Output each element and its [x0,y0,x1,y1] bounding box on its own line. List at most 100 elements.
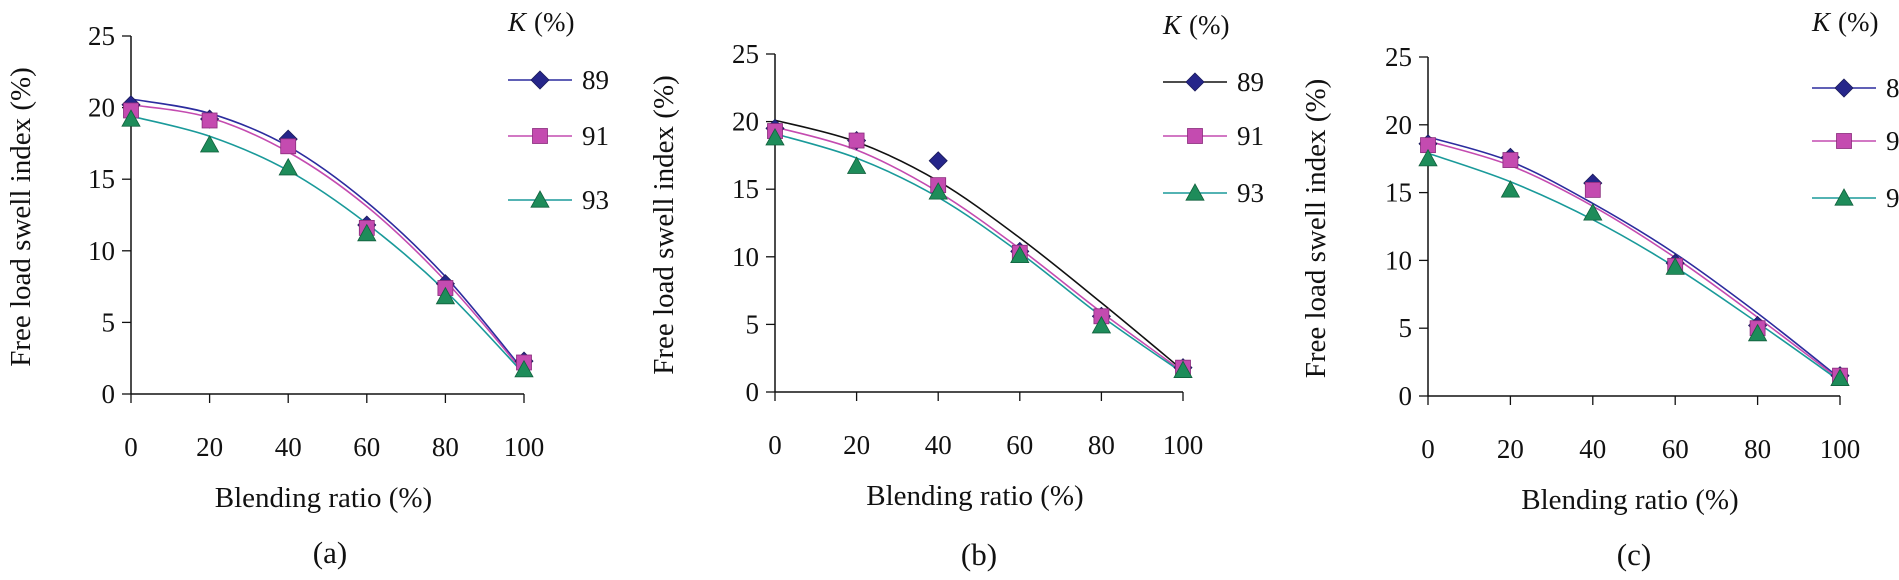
legend-label-89: 89 [582,65,609,95]
data-point-93 [121,109,141,127]
chart-panel-1: 0 5 10 15 20 25 0 20 40 60 80 100 Blending ratio (%)… [5,7,609,570]
legend-label-91: 91 [1237,121,1264,151]
y-tick-label: 15 [732,174,759,204]
y-tick-label: 15 [88,164,115,194]
x-tick-label: 80 [1088,430,1115,460]
x-tick-label: 100 [1820,434,1861,464]
y-axis-title: Free load swell index (%) [648,75,680,375]
data-point-93 [278,157,298,176]
legend-marker-93 [1185,183,1205,201]
legend-marker-93 [1834,188,1854,206]
legend-marker-91 [1187,128,1203,144]
legend: K(%) 89 91 93 [1811,7,1899,213]
legend-marker-91 [1836,133,1852,149]
legend-label-93: 93 [1886,183,1899,213]
fit-curve-93 [1427,152,1841,382]
legend-marker-93 [530,190,550,208]
data-point-91 [848,132,865,149]
y-tick-label: 10 [732,242,759,272]
data-point-93 [765,128,785,146]
y-tick-label: 25 [1385,42,1412,72]
x-axis-title: Blending ratio (%) [215,482,432,514]
data-point-93 [928,182,948,200]
data-point-89 [928,151,948,171]
x-tick-label: 80 [1744,434,1771,464]
legend-marker-89 [530,70,550,90]
legend-label-89: 89 [1886,73,1899,103]
y-tick-label: 20 [1385,110,1412,140]
x-tick-label: 40 [1579,434,1606,464]
x-tick-label: 0 [1421,434,1435,464]
y-axis-title: Free load swell index (%) [1300,79,1332,379]
x-tick-label: 100 [504,432,545,462]
x-tick-label: 20 [1497,434,1524,464]
legend-marker-91 [532,128,548,144]
y-tick-label: 15 [1385,178,1412,208]
data-point-93 [846,156,867,174]
chart-panel-2: 0 5 10 15 20 25 0 20 40 60 80 100 Blending ratio (%)… [648,10,1264,572]
x-tick-label: 0 [768,430,782,460]
panel-label: (c) [1617,537,1651,572]
legend-marker-89 [1185,72,1205,92]
y-tick-label: 10 [1385,245,1412,275]
y-tick-label: 20 [732,107,759,137]
data-point-93 [1500,180,1521,198]
y-tick-label: 20 [88,93,115,123]
data-point-91 [201,112,218,129]
data-point-93 [199,135,220,153]
y-tick-label: 0 [102,379,116,409]
y-axis-title: Free load swell index (%) [5,67,37,367]
panel-label: (a) [313,535,347,570]
data-point-93 [1173,360,1193,378]
data-point-93 [1830,368,1850,386]
y-tick-label: 25 [88,21,115,51]
legend-marker-89 [1834,78,1854,98]
fit-curve-91 [130,103,525,374]
x-tick-label: 100 [1163,430,1204,460]
fit-curve-89 [130,98,525,372]
fit-curve-89 [774,119,1184,371]
legend-label-91: 91 [1886,126,1899,156]
data-point-93 [1010,245,1030,264]
data-point-93 [435,286,456,305]
y-tick-label: 10 [88,236,115,266]
data-point-93 [1747,323,1768,342]
data-point-93 [514,359,534,378]
fit-curve-93 [774,133,1184,374]
y-tick-label: 5 [102,307,116,337]
data-point-93 [1665,257,1685,275]
y-tick-label: 0 [746,377,760,407]
x-tick-label: 20 [843,430,870,460]
x-tick-label: 0 [124,432,138,462]
data-point-93 [1091,315,1112,334]
legend-label-89: 89 [1237,67,1264,97]
x-tick-label: 60 [1006,430,1033,460]
y-tick-label: 25 [732,39,759,69]
x-tick-label: 40 [275,432,302,462]
legend-title: K (%) [1162,10,1230,40]
data-point-91 [280,138,297,155]
data-point-93 [357,223,377,242]
x-axis-title: Blending ratio (%) [866,480,1083,512]
fit-curve-91 [774,126,1184,373]
x-axis-title: Blending ratio (%) [1521,484,1738,516]
legend: K(%)89 91 93 [507,7,609,215]
chart-panel-3: 0 5 10 15 20 25 0 20 40 60 80 100 Blending ratio (%)… [1300,7,1899,572]
y-tick-label: 5 [1399,313,1413,343]
fit-curve-93 [130,115,525,375]
data-point-91 [1584,181,1601,198]
y-tick-label: 0 [1399,381,1413,411]
data-point-91 [1502,152,1519,168]
x-tick-label: 20 [196,432,223,462]
legend-label-91: 91 [582,121,609,151]
legend-title: K (%) [507,7,575,37]
y-tick-label: 5 [746,309,760,339]
legend-title: K (%) [1811,7,1879,37]
panel-label: (b) [961,537,997,572]
fit-curve-91 [1427,140,1841,381]
x-tick-label: 60 [1662,434,1689,464]
legend-label-93: 93 [582,185,609,215]
data-point-93 [1418,148,1438,167]
